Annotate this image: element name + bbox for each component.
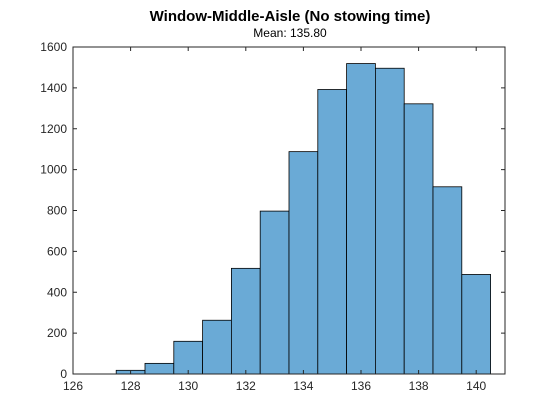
y-tick-label: 0 — [60, 367, 67, 381]
histogram-bar — [432, 186, 463, 375]
y-tick-label: 1400 — [40, 81, 67, 95]
x-tick-label: 134 — [293, 379, 313, 393]
y-tick-label: 1600 — [40, 40, 67, 54]
x-tick-label: 128 — [121, 379, 141, 393]
y-tick-label: 1200 — [40, 122, 67, 136]
histogram-bar — [317, 89, 347, 375]
x-axis: 126 128 130 132 134 136 138 140 — [63, 47, 487, 393]
y-tick-label: 200 — [47, 326, 67, 340]
histogram-bar — [346, 63, 376, 375]
histogram-bar — [461, 274, 491, 375]
y-tick-label: 800 — [47, 204, 67, 218]
y-tick-label: 1000 — [40, 163, 67, 177]
histogram-bar — [173, 340, 204, 375]
histogram-bar — [374, 67, 405, 375]
histogram-bar — [202, 319, 232, 375]
histogram-bar — [259, 210, 290, 375]
y-tick-label: 600 — [47, 244, 67, 258]
y-axis: 0 200 400 600 800 1000 1200 1400 1600 — [40, 40, 505, 381]
histogram-bar — [288, 151, 319, 375]
x-tick-label: 140 — [466, 379, 486, 393]
x-tick-label: 130 — [178, 379, 198, 393]
histogram-bar — [230, 267, 261, 375]
x-tick-label: 136 — [351, 379, 371, 393]
x-tick-label: 126 — [63, 379, 83, 393]
histogram-bars — [115, 63, 491, 375]
x-tick-label: 132 — [236, 379, 256, 393]
y-tick-label: 400 — [47, 285, 67, 299]
chart-subtitle: Mean: 135.80 — [253, 26, 327, 40]
x-tick-label: 138 — [409, 379, 429, 393]
histogram-bar — [403, 103, 434, 375]
chart-title: Window-Middle-Aisle (No stowing time) — [150, 8, 431, 25]
histogram-bar — [144, 362, 175, 375]
